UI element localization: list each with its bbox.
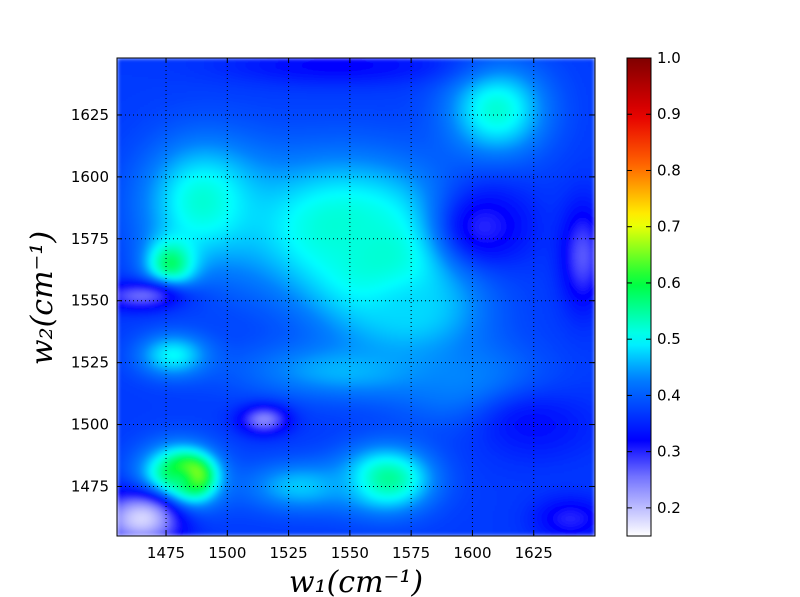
x-tick-label: 1525 [269,544,307,562]
colorbar-tick-label: 0.4 [657,386,681,404]
colorbar-tick-label: 1.0 [657,49,681,67]
y-tick-label: 1575 [71,230,109,248]
y-axis-ticks: 1475 1500 1525 1550 1575 1600 1625 [71,106,595,495]
plot-area: 1475 1500 1525 1550 1575 1600 1625 1475 1500 152… [71,57,596,562]
x-tick-label: 1600 [453,544,491,562]
y-tick-label: 1625 [71,106,109,124]
colorbar-tick-label: 0.7 [657,218,681,236]
y-tick-label: 1600 [71,168,109,186]
x-axis-title: w₁(cm⁻¹) [289,565,423,597]
colorbar-frame [626,57,652,537]
y-tick-label: 1525 [71,354,109,372]
y-axis-title: w₂(cm⁻¹) [25,231,60,365]
colorbar-tick-label: 0.6 [657,274,681,292]
x-tick-label: 1550 [331,544,369,562]
colorbar-tick-label: 0.3 [657,443,681,461]
colorbar-tick-label: 0.8 [657,161,681,179]
x-axis-ticks: 1475 1500 1525 1550 1575 1600 1625 [147,58,553,562]
x-tick-label: 1500 [208,544,246,562]
x-tick-label: 1575 [392,544,430,562]
colorbar-tick-label: 0.9 [657,105,681,123]
colorbar-ticks: 0.2 0.3 0.4 0.5 0.6 0.7 0.8 0.9 1.0 [627,49,681,517]
y-tick-label: 1550 [71,292,109,310]
colorbar-tick-label: 0.5 [657,330,681,348]
x-tick-label: 1475 [147,544,185,562]
colorbar: 0.2 0.3 0.4 0.5 0.6 0.7 0.8 0.9 1.0 [626,49,681,537]
colorbar-gradient [627,58,651,536]
heatmap-image [117,58,595,536]
x-tick-label: 1625 [515,544,553,562]
y-tick-label: 1475 [71,477,109,495]
colorbar-tick-label: 0.2 [657,499,681,517]
plot-frame [116,57,596,537]
y-tick-label: 1500 [71,416,109,434]
